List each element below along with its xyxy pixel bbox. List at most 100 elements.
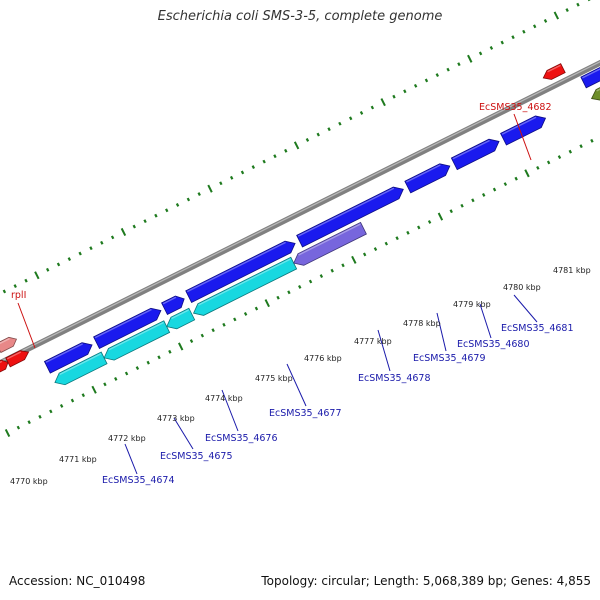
gene-arrow-reverse-shape: [166, 307, 196, 330]
gene-arrow-reverse-highlight: [108, 321, 164, 351]
tick-mark-outer: [120, 227, 127, 236]
tick-mark-inner: [373, 247, 378, 251]
rna-block: [0, 359, 9, 375]
gene-arrow-shape: [404, 163, 451, 194]
gene-label: EcSMS35_4679: [413, 353, 486, 364]
tick-mark-inner: [406, 230, 410, 235]
tick-mark-outer: [413, 83, 418, 88]
tick-mark-outer: [207, 184, 213, 193]
tick-mark-inner: [492, 187, 497, 192]
label-leader-line: [377, 329, 391, 372]
tick-mark-outer: [56, 262, 61, 267]
gene-label: EcSMS35_4681: [501, 323, 574, 334]
tick-track: [2, 0, 594, 438]
rna-block-shape: [0, 336, 18, 354]
tick-mark-outer: [13, 284, 17, 288]
gene-arrow-reverse: [293, 221, 367, 266]
tick-mark-inner: [319, 274, 324, 279]
gene-arrow-shape: [296, 186, 404, 248]
rna-block: [0, 336, 18, 354]
tick-mark-inner: [243, 312, 248, 316]
tick-mark-inner: [524, 169, 530, 178]
rna-block-shape: [5, 350, 30, 368]
tick-mark-outer: [327, 127, 331, 132]
map-title: Escherichia coli SMS-3-5, complete genom…: [157, 9, 443, 24]
tick-mark-inner: [568, 149, 572, 154]
gene-arrow-reverse-highlight: [171, 309, 189, 320]
gene-label: EcSMS35_4682: [479, 102, 552, 113]
tick-mark-inner: [27, 420, 31, 425]
gene-arrow-highlight: [501, 116, 537, 135]
tick-mark-inner: [557, 155, 562, 159]
gene-arrow-reverse-highlight: [59, 353, 102, 375]
tick-mark-outer: [338, 121, 342, 126]
accession-text: Accession: NC_010498: [9, 574, 146, 588]
gene-arrow-shape: [93, 307, 162, 350]
tick-mark-outer: [293, 141, 300, 150]
scale-label: 4771 kbp: [59, 455, 97, 464]
rna-block-shape: [0, 359, 9, 375]
tick-mark-inner: [276, 295, 280, 300]
tick-mark-outer: [186, 197, 191, 202]
gene-arrow-shape: [450, 138, 500, 171]
tick-mark-inner: [16, 425, 21, 430]
scale-label: 4780 kbp: [503, 283, 541, 292]
tick-mark-outer: [229, 175, 234, 180]
gene-arrow-highlight: [582, 66, 600, 79]
gene-label: rplI: [11, 290, 26, 301]
tick-mark-inner: [124, 371, 129, 376]
tick-mark-outer: [45, 267, 50, 272]
tick-mark-inner: [233, 317, 237, 322]
tick-mark-inner: [189, 339, 194, 343]
tick-mark-inner: [135, 366, 140, 371]
gene-arrow-reverse-highlight: [298, 223, 361, 256]
tick-mark-outer: [305, 138, 310, 142]
tick-mark-outer: [284, 148, 288, 153]
tick-mark-outer: [2, 289, 7, 294]
gene-arrow-reverse-shape: [103, 320, 171, 361]
rna-block-shape: [542, 63, 566, 80]
tick-mark-inner: [38, 414, 42, 419]
tick-mark-inner: [178, 342, 184, 351]
topology-summary: Topology: circular; Length: 5,068,389 bp…: [261, 574, 591, 588]
tick-mark-outer: [359, 110, 364, 115]
tick-mark-outer: [24, 278, 28, 283]
scale-label: 4770 kbp: [10, 477, 48, 486]
tick-mark-outer: [316, 132, 320, 137]
tick-mark-inner: [536, 165, 540, 170]
tick-mark-outer: [457, 62, 461, 67]
gene-arrow-reverse-shape: [54, 351, 108, 386]
tick-mark-outer: [403, 89, 407, 94]
gene-label: EcSMS35_4680: [457, 339, 530, 350]
rna-block-highlight: [0, 337, 10, 346]
rna-block: [5, 350, 30, 368]
backbone-line: [0, 59, 600, 367]
gene-arrow: [296, 186, 404, 248]
tick-mark-outer: [587, 0, 591, 2]
tick-mark-inner: [298, 284, 302, 289]
tick-mark-outer: [370, 105, 375, 110]
tick-mark-inner: [503, 182, 508, 187]
tick-mark-inner: [395, 236, 399, 241]
tick-mark-inner: [81, 393, 85, 398]
label-leader-line: [173, 417, 194, 450]
scale-label: 4779 kbp: [453, 300, 491, 309]
scale-label: 4776 kbp: [304, 354, 342, 363]
gene-arrow-reverse-shape: [192, 256, 298, 316]
gene-arrow: [580, 65, 600, 89]
gene-arrow: [43, 342, 93, 374]
gene-arrow-highlight: [406, 164, 441, 183]
tick-mark-inner: [460, 203, 464, 208]
rna-block-highlight: [0, 360, 3, 367]
gene-arrow-highlight: [162, 296, 177, 305]
scale-label: 4773 kbp: [157, 414, 195, 423]
tick-mark-inner: [351, 255, 357, 264]
gene-label: EcSMS35_4677: [269, 408, 342, 419]
tick-mark-inner: [114, 376, 118, 381]
gene-arrow: [185, 240, 296, 303]
tick-mark-outer: [143, 219, 147, 224]
label-leader-line: [124, 443, 138, 475]
rna-block: [542, 63, 566, 80]
label-leaders: [17, 113, 538, 475]
tick-mark-inner: [222, 322, 226, 327]
